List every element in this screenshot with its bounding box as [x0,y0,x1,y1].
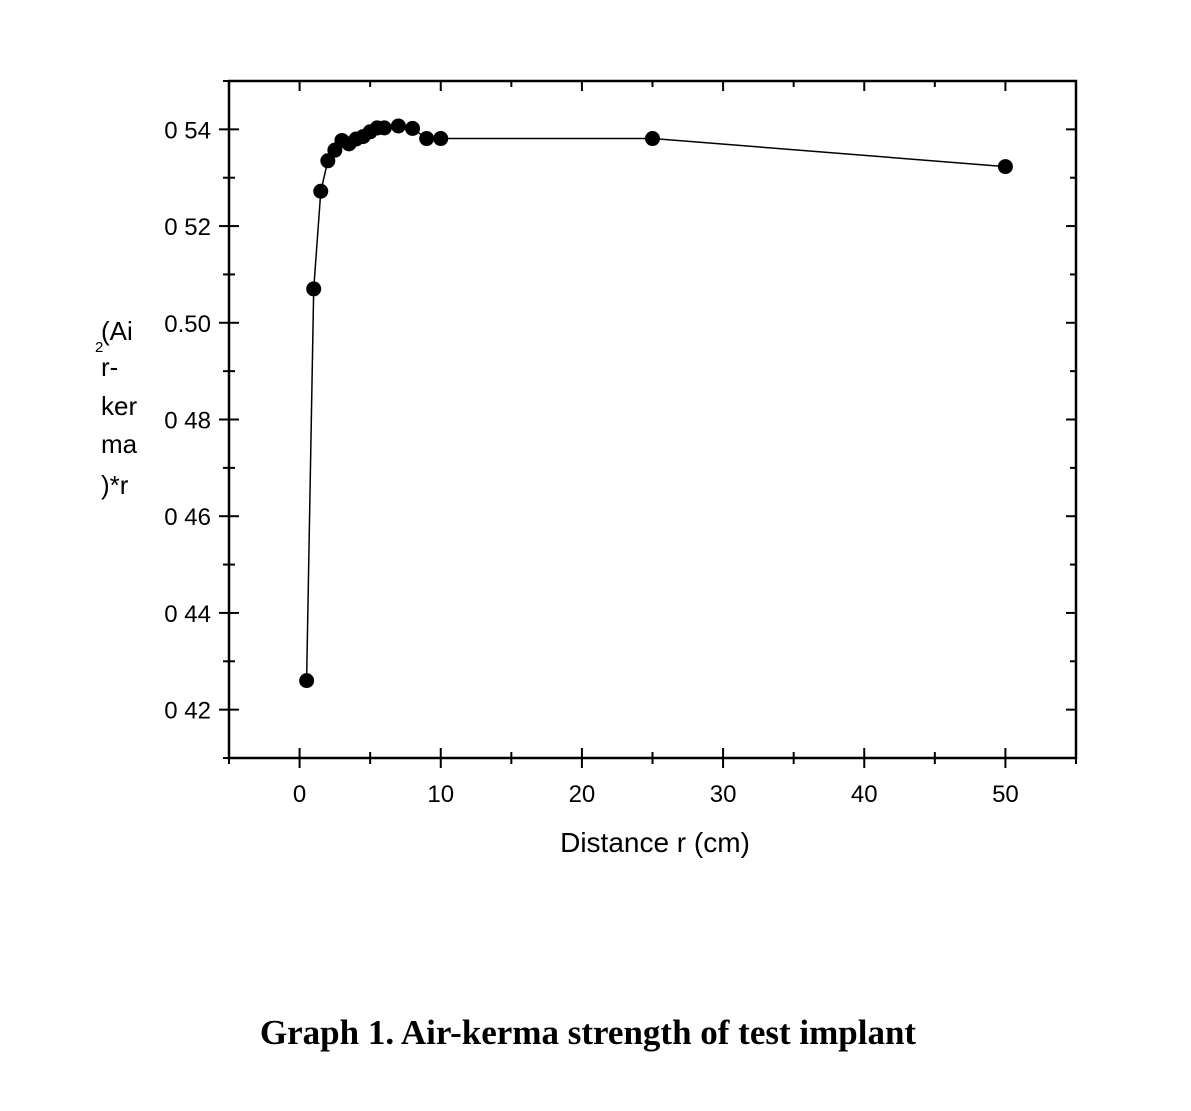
y-axis-label: (Ai r-ker ma )*r 2 [95,316,138,500]
data-point [419,131,435,147]
x-tick-label: 30 [710,781,737,808]
y-axis-label-line: r- [101,352,118,382]
plot-border [227,79,1078,760]
y-tick-label: 0 46 [164,504,211,531]
data-point [313,183,329,199]
y-axis-label-line: ma [101,429,138,459]
data-point [299,673,315,689]
data-point [405,120,421,136]
y-axis-label-line: ker [101,391,137,421]
y-tick-label: 0 42 [164,698,211,725]
y-tick-label: 0 52 [164,214,211,241]
y-axis-label-line: (Ai [101,316,133,346]
chart-caption: Graph 1. Air-kerma strength of test impl… [259,1013,917,1052]
y-tick-label: 0 48 [164,408,211,435]
chart: (Air-kerma)*r2 0 10 20 30 40 50 0 420 440 460… [95,79,1078,858]
y-tick-label: 0.50 [164,311,211,338]
data-point [306,281,322,297]
data-point [433,131,449,147]
x-axis-label: Distance r (cm) [560,827,750,858]
data-point [997,159,1013,175]
x-axis-ticks: 0 10 20 30 40 50 [228,81,1077,808]
y-tick-label: 0 44 [164,601,211,628]
data-point [320,153,336,169]
x-tick-label: 0 [293,781,306,808]
data-point [376,120,392,136]
y-axis-ticks: 0 42 0 44 0 46 0 48 0.50 0 52 0 54 [164,80,1076,759]
plot-frame [227,79,1078,760]
y-axis-label-superscript: 2 [95,339,103,356]
x-tick-label: 10 [427,781,454,808]
data-point [390,118,406,134]
x-tick-label: 40 [851,781,878,808]
data-point [645,131,660,147]
y-axis-label-line: )*r [101,470,129,500]
y-tick-label: 0 54 [164,117,211,144]
series-line [305,125,1006,681]
x-tick-label: 20 [569,781,596,808]
x-tick-label: 50 [992,781,1019,808]
series-layer [299,118,1013,689]
